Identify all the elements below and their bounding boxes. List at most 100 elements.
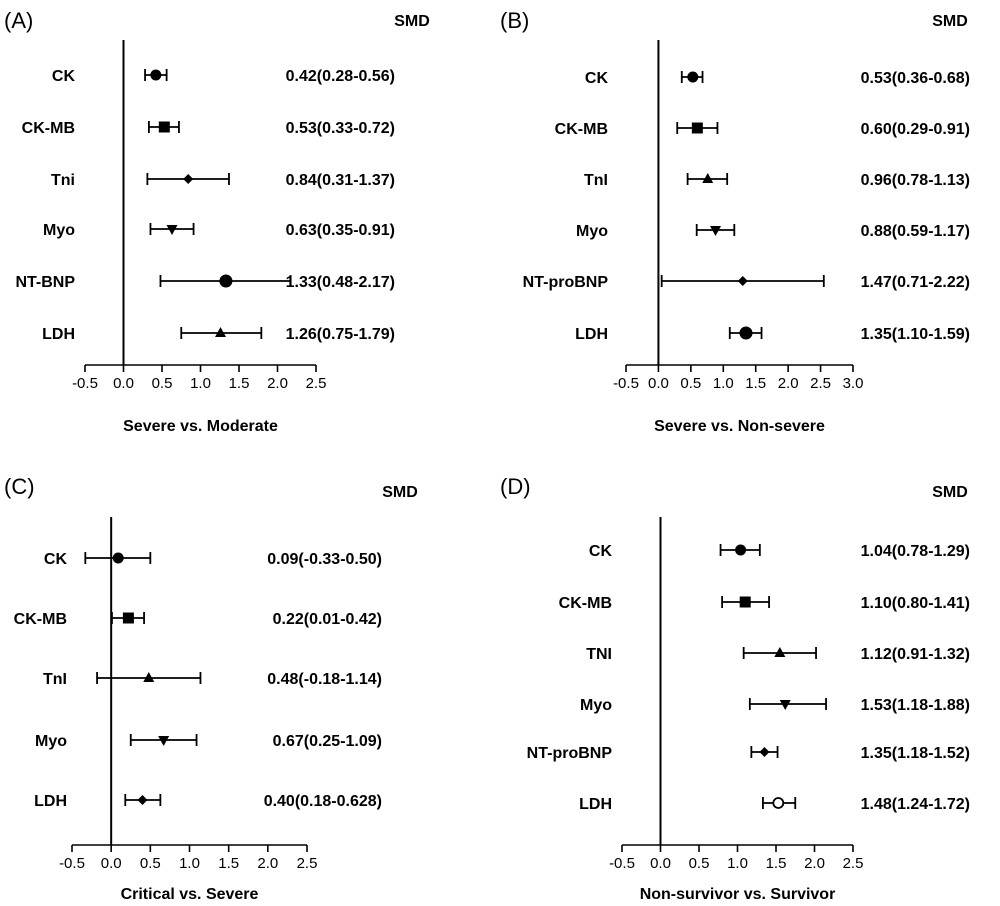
x-axis-title: Severe vs. Non-severe	[654, 418, 825, 435]
smd-value-label: 0.96(0.78-1.13)	[861, 172, 970, 189]
x-tick-label: -0.5	[609, 855, 635, 872]
x-tick-label: -0.5	[613, 375, 639, 392]
forest-panel-b: (B) SMD -0.5 0.0 0.5 1.0 1.5 2.0 2.5 3.0 Severe vs…	[500, 8, 970, 435]
row-label: CK-MB	[555, 121, 608, 138]
row-label: CK-MB	[22, 120, 75, 137]
smd-value-label: 0.84(0.31-1.37)	[286, 172, 395, 189]
point-estimate-marker	[691, 122, 703, 134]
row-label: NT-proBNP	[527, 745, 613, 762]
row-label: Myo	[580, 697, 612, 714]
point-estimate-marker	[150, 69, 162, 81]
x-axis-title: Severe vs. Moderate	[123, 418, 278, 435]
smd-value-label: 0.22(0.01-0.42)	[273, 611, 382, 628]
row-label: Tni	[51, 172, 75, 189]
panel-label: (D)	[500, 474, 531, 499]
point-estimate-marker	[702, 173, 714, 183]
x-tick-label: 0.5	[152, 375, 173, 392]
x-tick-label: 1.5	[745, 375, 766, 392]
smd-value-label: 1.35(1.10-1.59)	[861, 326, 970, 343]
x-tick-label: 1.0	[179, 855, 200, 872]
forest-panel-d: (D) SMD -0.5 0.0 0.5 1.0 1.5 2.0 2.5 Non-survivor…	[500, 474, 970, 903]
x-tick-label: 1.5	[229, 375, 250, 392]
point-estimate-marker	[739, 596, 751, 608]
smd-column-header: SMD	[382, 484, 418, 501]
smd-value-label: 1.47(0.71-2.22)	[861, 274, 970, 291]
smd-value-label: 0.53(0.33-0.72)	[286, 120, 395, 137]
smd-column-header: SMD	[932, 484, 968, 501]
smd-value-label: 1.35(1.18-1.52)	[861, 745, 970, 762]
smd-value-label: 1.04(0.78-1.29)	[861, 543, 970, 560]
smd-column-header: SMD	[394, 13, 430, 30]
smd-value-label: 1.48(1.24-1.72)	[861, 796, 970, 813]
smd-value-label: 1.12(0.91-1.32)	[861, 646, 970, 663]
point-estimate-marker	[143, 672, 155, 682]
x-tick-label: 2.5	[297, 855, 318, 872]
row-label: CK	[585, 70, 609, 87]
smd-value-label: 0.63(0.35-0.91)	[286, 222, 395, 239]
x-axis-title: Non-survivor vs. Survivor	[640, 886, 836, 903]
point-estimate-marker	[158, 121, 170, 133]
smd-value-label: 0.09(-0.33-0.50)	[267, 551, 382, 568]
smd-value-label: 1.10(0.80-1.41)	[861, 595, 970, 612]
smd-value-label: 0.67(0.25-1.09)	[273, 733, 382, 750]
point-estimate-marker	[737, 276, 748, 286]
smd-value-label: 0.42(0.28-0.56)	[286, 68, 395, 85]
x-tick-label: 0.5	[689, 855, 710, 872]
point-estimate-marker	[219, 274, 233, 288]
x-tick-label: 2.5	[843, 855, 864, 872]
row-label: LDH	[42, 326, 75, 343]
smd-value-label: 0.88(0.59-1.17)	[861, 223, 970, 240]
row-label: CK	[52, 68, 76, 85]
point-estimate-marker	[759, 747, 770, 757]
row-label: Myo	[35, 733, 67, 750]
point-estimate-marker	[158, 736, 170, 746]
row-label: Myo	[576, 223, 608, 240]
smd-value-label: 1.53(1.18-1.88)	[861, 697, 970, 714]
row-label: TNI	[586, 646, 612, 663]
x-tick-label: 1.0	[727, 855, 748, 872]
smd-column-header: SMD	[932, 13, 968, 30]
row-label: CK	[44, 551, 68, 568]
point-estimate-marker	[739, 326, 753, 340]
x-tick-label: 2.0	[257, 855, 278, 872]
x-tick-label: -0.5	[59, 855, 85, 872]
row-label: CK	[589, 543, 613, 560]
row-label: NT-BNP	[15, 274, 75, 291]
x-tick-label: 0.0	[113, 375, 134, 392]
row-label: TnI	[584, 172, 608, 189]
point-estimate-marker	[774, 647, 786, 657]
x-tick-label: 1.0	[190, 375, 211, 392]
smd-value-label: 0.53(0.36-0.68)	[861, 70, 970, 87]
x-tick-label: 0.0	[648, 375, 669, 392]
smd-value-label: 0.60(0.29-0.91)	[861, 121, 970, 138]
x-axis-title: Critical vs. Severe	[121, 886, 259, 903]
x-tick-label: 2.0	[804, 855, 825, 872]
point-estimate-marker	[122, 612, 134, 624]
x-tick-label: 0.5	[680, 375, 701, 392]
point-estimate-marker	[166, 225, 178, 235]
x-tick-label: 1.5	[218, 855, 239, 872]
smd-value-label: 0.48(-0.18-1.14)	[267, 671, 382, 688]
x-tick-label: 0.0	[650, 855, 671, 872]
point-estimate-marker	[687, 71, 699, 83]
row-label: CK-MB	[559, 595, 612, 612]
row-label: CK-MB	[14, 611, 67, 628]
row-label: TnI	[43, 671, 67, 688]
x-tick-label: 0.0	[101, 855, 122, 872]
x-tick-label: 1.5	[766, 855, 787, 872]
x-tick-label: 3.0	[843, 375, 864, 392]
row-label: NT-proBNP	[523, 274, 609, 291]
forest-panel-a: (A) SMD -0.5 0.0 0.5 1.0 1.5 2.0 2.5 Severe vs. M…	[4, 8, 430, 435]
point-estimate-marker	[137, 795, 148, 805]
x-tick-label: 2.5	[810, 375, 831, 392]
x-tick-label: 0.5	[140, 855, 161, 872]
row-label: Myo	[43, 222, 75, 239]
smd-value-label: 1.33(0.48-2.17)	[286, 274, 395, 291]
smd-value-label: 1.26(0.75-1.79)	[286, 326, 395, 343]
point-estimate-marker	[710, 226, 722, 236]
point-estimate-marker	[735, 544, 747, 556]
row-label: LDH	[575, 326, 608, 343]
panel-label: (A)	[4, 8, 33, 33]
point-estimate-marker	[779, 700, 791, 710]
row-label: LDH	[34, 793, 67, 810]
